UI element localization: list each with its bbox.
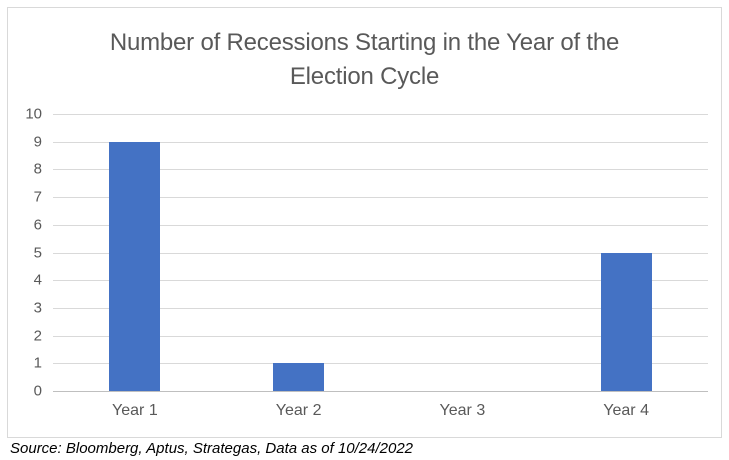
bar-year-2 (273, 363, 325, 391)
bar-year-1 (109, 141, 161, 391)
chart-title: Number of Recessions Starting in the Yea… (8, 26, 721, 94)
x-category-label: Year 3 (439, 402, 486, 419)
chart-title-text: Number of Recessions Starting in the Yea… (109, 26, 620, 94)
gridline (53, 224, 708, 226)
y-tick-label: 6 (33, 216, 42, 234)
x-category-label: Year 2 (275, 402, 322, 419)
chart-title-line-1: Number of Recessions Starting in the Yea… (109, 29, 620, 56)
plot-area: 0 1 2 3 4 5 6 7 8 9 10 Year 1 Year 2 Year 3 Year 4 (25, 106, 708, 419)
gridline (53, 307, 708, 309)
y-tick-label: 5 (33, 244, 42, 261)
y-tick-label: 3 (33, 299, 42, 317)
y-tick-label: 8 (33, 160, 42, 178)
y-tick-label: 10 (25, 105, 42, 123)
y-tick-label: 9 (33, 133, 42, 151)
y-tick-label: 1 (33, 354, 42, 372)
x-category-label: Year 1 (112, 402, 158, 419)
x-category-label: Year 4 (603, 402, 649, 419)
y-tick-label: 7 (33, 188, 42, 206)
gridline (53, 169, 708, 171)
source-note: Source: Bloomberg, Aptus, Strategas, Dat… (10, 440, 414, 457)
bar-year-4 (600, 252, 652, 391)
gridline (53, 141, 708, 143)
gridline (53, 335, 708, 337)
gridline (53, 363, 708, 365)
y-tick-label: 2 (33, 327, 42, 345)
gridline (53, 114, 708, 115)
gridline (53, 252, 708, 254)
chart-frame: Number of Recessions Starting in the Yea… (7, 7, 722, 438)
gridline (53, 197, 708, 199)
x-axis-line (53, 391, 708, 392)
chart-title-line-2: Election Cycle (289, 63, 440, 90)
y-tick-label: 4 (33, 271, 42, 289)
gridline (53, 280, 708, 282)
y-tick-label: 0 (33, 382, 42, 400)
